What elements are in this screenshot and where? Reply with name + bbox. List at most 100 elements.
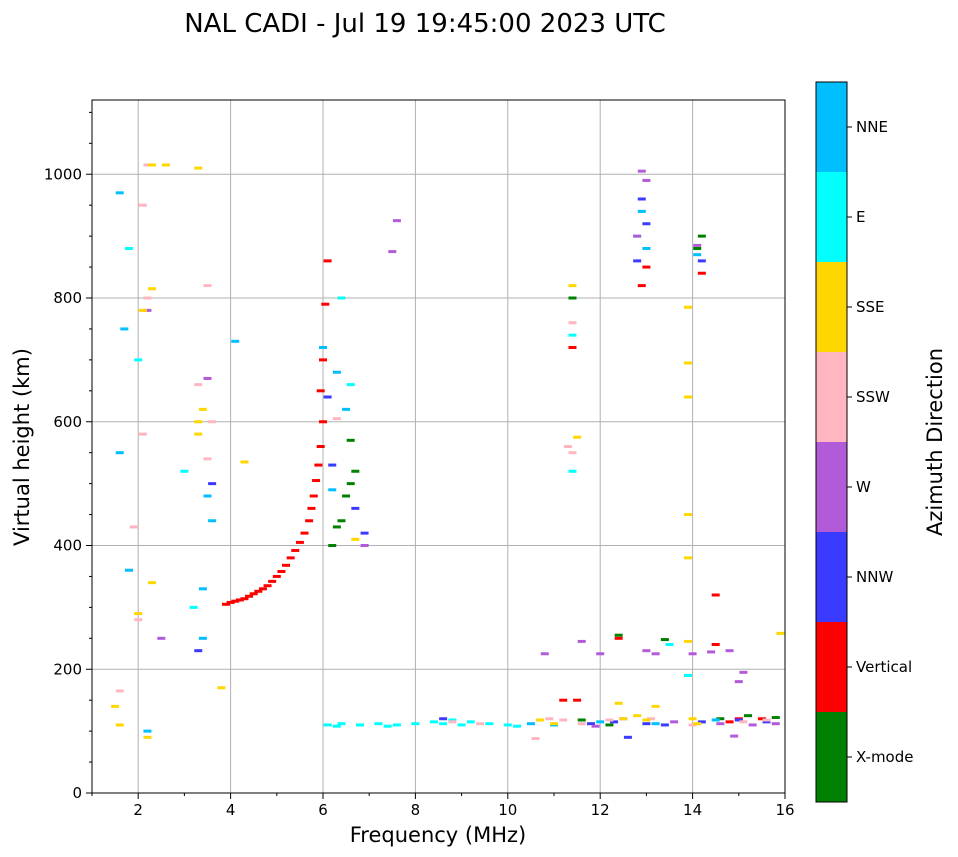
data-point-sse (688, 717, 697, 721)
data-point-nne (203, 494, 212, 498)
data-point-sse (194, 432, 203, 436)
data-point-x-mode (577, 718, 586, 722)
data-point-ssw (143, 163, 152, 167)
data-point-nnw (637, 197, 646, 201)
data-point-nnw (328, 463, 337, 467)
data-point-nnw (633, 259, 642, 263)
data-point-e (683, 673, 692, 677)
data-point-sse (573, 435, 582, 439)
data-point-sse (148, 287, 157, 291)
data-point-ssw (531, 737, 540, 741)
data-point-sse (240, 460, 249, 464)
data-point-sse (683, 361, 692, 365)
colorbar-tick-label: NNE (856, 118, 888, 136)
data-point-nnw (208, 482, 217, 486)
data-point-nnw (323, 395, 332, 399)
colorbar-tick-label: SSE (856, 298, 885, 316)
x-tick-label: 16 (775, 801, 794, 819)
data-point-ssw (203, 284, 212, 288)
data-point-e (485, 722, 494, 726)
data-point-sse (683, 305, 692, 309)
y-axis-label: Virtual height (km) (10, 348, 34, 546)
data-point-vertical (319, 358, 327, 362)
data-point-w (596, 652, 605, 656)
data-point-vertical (249, 592, 258, 596)
data-point-w (734, 680, 743, 684)
data-point-ssw (577, 722, 586, 726)
grid-lines (92, 100, 785, 793)
data-point-nnw (586, 722, 595, 726)
x-tick-label: 14 (683, 801, 702, 819)
y-tick-label: 0 (72, 784, 82, 802)
data-point-nne (342, 407, 351, 411)
data-point-w (157, 636, 166, 640)
data-point-e (124, 247, 133, 250)
data-point-e (337, 296, 346, 300)
data-point-x-mode (332, 525, 341, 529)
data-point-x-mode (771, 716, 780, 720)
data-point-ssw (568, 321, 577, 325)
data-point-nnw (762, 720, 771, 724)
x-tick-label: 2 (133, 801, 143, 819)
data-point-vertical (757, 717, 766, 721)
data-point-vertical (226, 600, 235, 604)
data-point-sse (148, 163, 157, 167)
data-point-w (707, 650, 716, 654)
data-point-vertical (277, 569, 286, 573)
data-point-vertical (268, 579, 277, 583)
data-point-vertical (697, 271, 706, 275)
chart-title: NAL CADI - Jul 19 19:45:00 2023 UTC (184, 9, 666, 39)
data-point-vertical (221, 602, 230, 606)
data-point-nnw (697, 259, 706, 263)
data-point-e (323, 723, 332, 727)
data-point-nnw (623, 735, 632, 739)
data-point-vertical (323, 259, 332, 263)
colorbar-segment-e (816, 172, 847, 262)
data-point-sse (683, 639, 692, 643)
data-point-nnw (610, 720, 619, 724)
data-point-sse (194, 166, 203, 170)
data-point-w (642, 178, 651, 182)
colorbar: X-mode Vertical NNW W SSW SSE E NNE (815, 81, 913, 803)
data-point-sse (683, 395, 692, 399)
data-point-vertical (312, 479, 321, 483)
data-point-ssw (762, 718, 771, 722)
data-point-vertical (316, 389, 325, 393)
colorbar-frame (815, 81, 848, 803)
data-point-e (189, 605, 198, 609)
data-point-e (332, 724, 341, 728)
data-point-sse (633, 714, 642, 718)
data-point-vertical (235, 598, 244, 602)
data-point-vertical (711, 643, 720, 646)
data-point-vertical (614, 636, 623, 640)
data-point-nnw (194, 649, 203, 653)
y-tick-label: 200 (53, 660, 82, 678)
data-point-w (577, 639, 586, 643)
data-point-w (739, 670, 748, 674)
data-point-w (651, 652, 660, 656)
data-point-sse (651, 704, 660, 708)
data-point-vertical (568, 346, 577, 349)
data-point-nne (143, 729, 152, 733)
data-point-w (771, 722, 780, 726)
data-point-x-mode (614, 633, 623, 637)
data-point-nne (231, 339, 240, 343)
colorbar-tick-label: Vertical (856, 658, 912, 676)
data-point-x-mode (744, 714, 753, 718)
data-point-vertical (295, 540, 304, 544)
data-point-w (637, 169, 646, 173)
data-point-sse (536, 718, 545, 722)
data-point-vertical (314, 463, 323, 467)
data-point-ssw (448, 720, 457, 724)
data-point-nne (526, 722, 535, 726)
data-point-e (383, 724, 392, 728)
colorbar-tick-label: SSW (856, 388, 890, 406)
x-axis-label: Frequency (MHz) (350, 823, 526, 847)
data-point-e (355, 723, 364, 727)
data-point-ssw (605, 718, 614, 722)
data-point-vertical (307, 506, 316, 510)
data-point-e (448, 718, 457, 722)
data-point-nne (693, 253, 702, 257)
x-tick-label: 8 (411, 801, 421, 819)
